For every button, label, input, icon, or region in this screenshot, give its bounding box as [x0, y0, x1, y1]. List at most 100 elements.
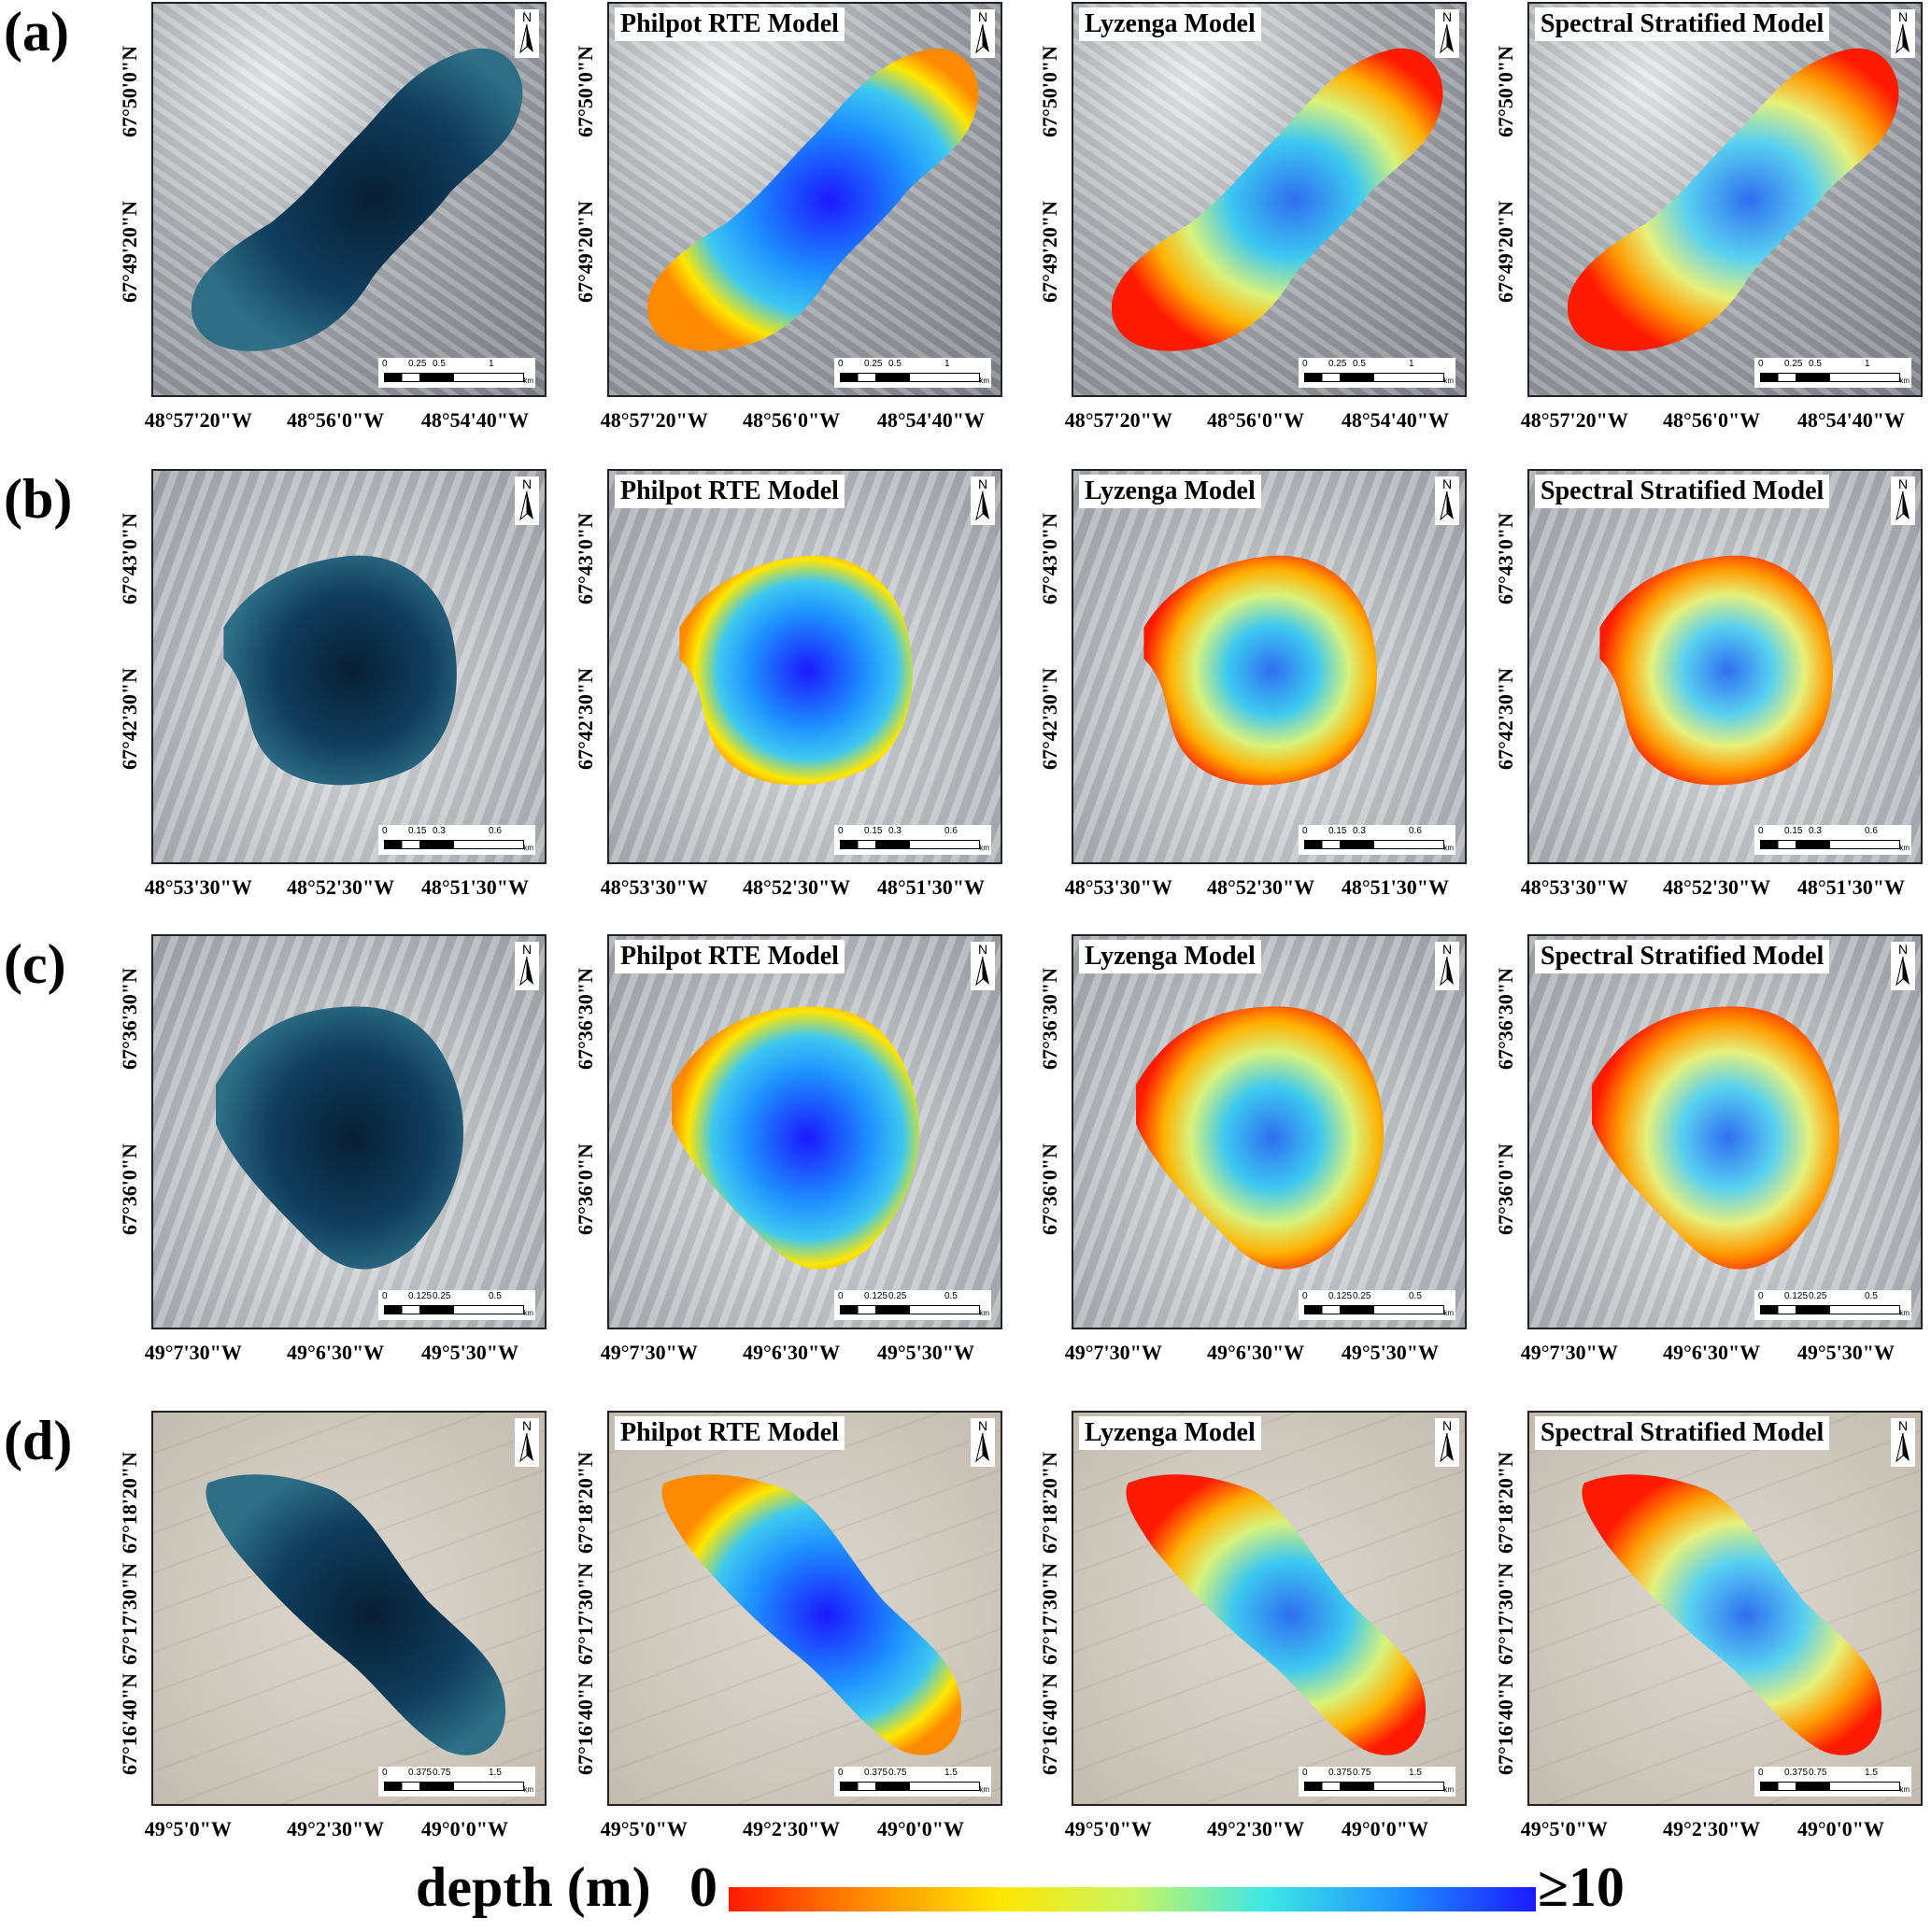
north-arrow-icon: N: [971, 476, 995, 525]
depth-surface: [1582, 1474, 1882, 1755]
latitude-label: 67°50'0"N: [1494, 45, 1517, 137]
longitude-label: 49°2'30"W: [743, 1817, 841, 1840]
model-title: Philpot RTE Model: [615, 1416, 845, 1450]
latitude-label: 67°50'0"N: [1038, 45, 1061, 137]
scale-bar-graphic: [1760, 373, 1900, 382]
scale-tick-label: 0.15: [864, 826, 883, 836]
lake-depth-map: [646, 48, 979, 351]
lake-true-color: [206, 1474, 506, 1755]
longitude-label: 48°57'20"W: [1064, 408, 1172, 432]
latitude-label: 67°18'20"N: [118, 1452, 141, 1555]
scale-unit: km: [523, 1309, 533, 1317]
lake-depth-map: [679, 555, 913, 786]
latitude-label: 67°42'30"N: [574, 668, 597, 771]
longitude-label: 49°6'30"W: [1663, 1341, 1761, 1364]
scale-bar: 0 0.125 0.25 0.5 km: [1299, 1290, 1455, 1320]
north-label: N: [1897, 476, 1909, 491]
north-label: N: [521, 1418, 532, 1433]
depth-map-panel: Philpot RTE Model N 0 0.375 0.75 1.5 km: [607, 1411, 1002, 1806]
longitude-label: 49°7'30"W: [1520, 1341, 1618, 1364]
longitude-label: 48°53'30"W: [600, 875, 708, 899]
scale-bar-graphic: [1304, 1782, 1444, 1791]
scale-bar-graphic: [384, 1305, 524, 1314]
north-arrow-glyph: [1440, 1433, 1454, 1463]
north-arrow-glyph: [1440, 957, 1454, 987]
scale-unit: km: [979, 1309, 989, 1317]
north-label: N: [977, 942, 988, 957]
longitude-label: 49°0'0"W: [420, 1817, 508, 1840]
true-color-panel: N 0 0.25 0.5 1 km: [151, 2, 547, 397]
scale-tick-label: 1: [1865, 359, 1870, 369]
depth-map-panel: Spectral Stratified Model N 0 0.375 0.75 1.5 k…: [1527, 1411, 1923, 1806]
scale-tick-label: 1.5: [1865, 1768, 1878, 1778]
scale-bar-graphic: [840, 1305, 980, 1314]
scale-bar: 0 0.375 0.75 1.5 km: [834, 1767, 991, 1797]
north-label: N: [1897, 1418, 1909, 1433]
longitude-label: 48°53'30"W: [1520, 875, 1628, 899]
longitude-label: 48°53'30"W: [1064, 875, 1172, 899]
scale-bar: 0 0.25 0.5 1 km: [1299, 358, 1455, 388]
longitude-label: 48°52'30"W: [287, 875, 395, 899]
scale-tick-label: 0: [838, 359, 844, 369]
latitude-label: 67°49'20"N: [1494, 201, 1517, 304]
latitude-label: 67°17'30"N: [1038, 1562, 1061, 1665]
north-arrow-glyph: [1896, 1433, 1910, 1463]
scale-bar-graphic: [1304, 840, 1444, 849]
depth-surface: [1111, 48, 1443, 351]
north-arrow-icon: N: [1891, 9, 1915, 58]
scale-tick-label: 0: [382, 826, 388, 836]
north-arrow-glyph: [1440, 491, 1454, 521]
north-arrow-glyph: [519, 1433, 533, 1463]
scale-tick-label: 0.25: [408, 359, 427, 369]
lake-depth-map: [1143, 555, 1377, 786]
lake-water: [206, 1474, 506, 1755]
scale-tick-label: 0.6: [1409, 826, 1422, 836]
longitude-label: 48°51'30"W: [1341, 875, 1449, 899]
north-label: N: [1441, 476, 1453, 491]
north-label: N: [1441, 942, 1453, 957]
scale-tick-label: 0.125: [408, 1291, 433, 1301]
lake-depth-map: [661, 1474, 962, 1755]
scale-bar: 0 0.125 0.25 0.5 km: [378, 1290, 535, 1320]
lake-true-color: [216, 1006, 464, 1270]
lake-depth-map: [1582, 1474, 1882, 1755]
north-arrow-glyph: [519, 491, 533, 521]
longitude-label: 49°6'30"W: [287, 1341, 385, 1364]
model-title: Philpot RTE Model: [615, 7, 845, 41]
scale-unit: km: [523, 1785, 533, 1794]
longitude-label: 48°57'20"W: [1520, 408, 1628, 432]
scale-bar: 0 0.25 0.5 1 km: [1754, 358, 1911, 388]
scale-tick-label: 0: [1302, 359, 1308, 369]
scale-bar: 0 0.375 0.75 1.5 km: [378, 1767, 535, 1797]
lake-water: [216, 1006, 464, 1270]
scale-tick-label: 1: [1409, 359, 1414, 369]
scale-tick-label: 0.5: [888, 359, 902, 369]
north-label: N: [1897, 9, 1909, 24]
north-arrow-icon: N: [971, 942, 995, 990]
longitude-label: 48°52'30"W: [1663, 875, 1771, 899]
north-arrow-glyph: [1440, 24, 1454, 54]
model-title: Spectral Stratified Model: [1535, 1416, 1830, 1450]
scale-bar: 0 0.125 0.25 0.5 km: [1754, 1290, 1911, 1320]
scale-bar: 0 0.375 0.75 1.5 km: [1299, 1767, 1455, 1797]
scale-tick-label: 0.5: [489, 1291, 502, 1301]
scale-tick-label: 0.75: [1353, 1768, 1371, 1778]
depth-surface: [646, 48, 979, 351]
scale-bar: 0 0.25 0.5 1 km: [378, 358, 535, 388]
longitude-label: 49°6'30"W: [1207, 1341, 1305, 1364]
scale-bar-graphic: [1304, 1305, 1444, 1314]
longitude-label: 49°2'30"W: [1663, 1817, 1761, 1840]
longitude-label: 49°5'0"W: [1064, 1817, 1152, 1840]
north-arrow-glyph: [975, 491, 989, 521]
scale-tick-label: 0: [1758, 1768, 1764, 1778]
model-title: Lyzenga Model: [1079, 7, 1261, 41]
scale-tick-label: 0.6: [1865, 826, 1878, 836]
latitude-label: 67°36'0"N: [118, 1144, 141, 1236]
scale-tick-label: 0.25: [433, 1291, 451, 1301]
north-arrow-icon: N: [1891, 1418, 1915, 1467]
scale-unit: km: [1899, 844, 1910, 852]
scale-tick-label: 0.75: [888, 1768, 907, 1778]
latitude-label: 67°50'0"N: [118, 45, 141, 137]
north-arrow-icon: N: [1435, 942, 1459, 990]
latitude-label: 67°36'0"N: [1494, 1144, 1517, 1236]
